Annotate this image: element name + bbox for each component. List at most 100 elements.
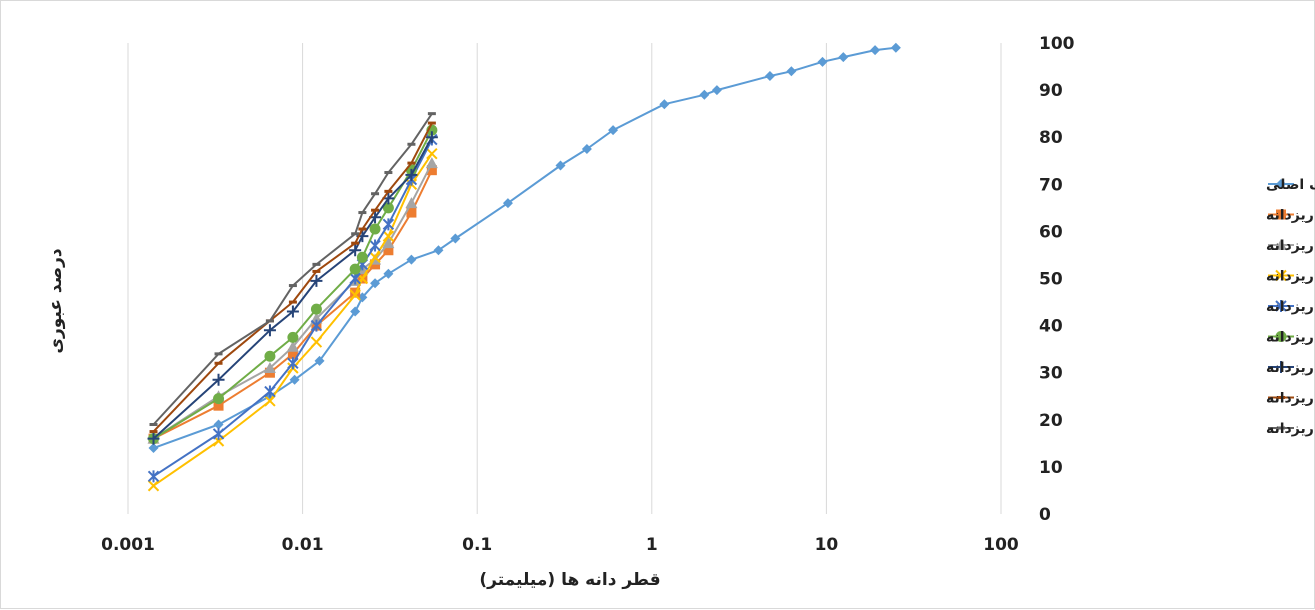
legend-marker	[1275, 269, 1287, 282]
data-point	[764, 70, 775, 81]
series-0	[148, 42, 901, 454]
data-point	[312, 269, 321, 273]
data-point	[264, 350, 276, 362]
legend-label: افزایش ۴۰ درصدی ریزدانه	[1266, 421, 1315, 437]
data-point	[450, 233, 461, 244]
legend-label: افزایش ۳۵ درصدی ریزدانه	[1266, 391, 1315, 407]
x-tick-label: 10	[815, 535, 839, 555]
data-point	[406, 254, 417, 265]
data-point	[149, 423, 158, 427]
grid	[127, 43, 1002, 514]
data-point	[890, 42, 901, 53]
data-point	[289, 374, 300, 385]
data-point	[349, 289, 361, 301]
data-point	[310, 274, 323, 287]
data-point	[382, 202, 394, 214]
legend-label: افزایش ۵ درصدی ریزدانه	[1266, 208, 1315, 224]
data-point	[555, 160, 566, 171]
legend-label: افزایش ۱۵ درصدی ریزدانه	[1266, 269, 1315, 285]
legend-marker	[1276, 209, 1286, 220]
x-tick-label: 0.001	[101, 535, 155, 555]
x-tick-label: 100	[983, 535, 1019, 555]
legend-item: خاک اصلی	[1266, 177, 1315, 193]
data-point	[358, 227, 367, 231]
data-point	[349, 244, 362, 257]
data-point	[213, 419, 224, 430]
data-point	[147, 470, 160, 483]
data-point	[407, 161, 416, 165]
y-axis-title: درصد عبوری	[46, 248, 66, 354]
data-point	[659, 99, 670, 110]
legend-item: افزایش ۱۵ درصدی ریزدانه	[1266, 269, 1315, 285]
y-tick-label: 50	[1039, 270, 1063, 290]
data-point	[407, 142, 416, 146]
series-2	[147, 157, 438, 444]
y-tick-label: 20	[1039, 411, 1063, 431]
tick-labels: 0.001 0.01 0.1 1 10 100 0 10 20 30 40 50 60 70 80 90 100	[101, 34, 1075, 555]
x-axis-title: قطر دانه ها (میلیمتر)	[479, 570, 660, 590]
y-tick-label: 80	[1039, 128, 1063, 148]
series-layer	[147, 42, 901, 492]
data-point	[382, 230, 395, 242]
legend-label: خاک اصلی	[1266, 177, 1315, 193]
legend-label: افزایش ۲۰ درصدی ریزدانه	[1266, 299, 1315, 315]
legend-label: افزایش ۱۰ درصدی ریزدانه	[1266, 238, 1315, 254]
data-point	[369, 239, 381, 252]
series-5	[148, 124, 438, 445]
data-point	[383, 268, 394, 279]
legend-marker	[1277, 396, 1285, 399]
y-tick-label: 90	[1039, 81, 1063, 101]
data-point	[286, 305, 299, 318]
data-point	[369, 251, 381, 264]
data-point	[406, 207, 417, 218]
y-tick-label: 0	[1039, 505, 1051, 525]
legend-item: افزایش ۴۰ درصدی ریزدانه	[1266, 421, 1315, 437]
data-point	[369, 223, 381, 235]
data-point	[288, 300, 297, 304]
legend: خاک اصلی افزایش ۵ درصدی ریزدانه افزایش ۱۰ …	[1266, 177, 1315, 437]
data-point	[384, 189, 393, 193]
data-point	[350, 306, 361, 317]
legend-label: افزایش ۲۵ درصدی ریزدانه	[1266, 330, 1315, 346]
legend-label: افزایش ۳۰ درصدی ریزدانه	[1266, 360, 1315, 376]
data-point	[213, 400, 224, 411]
data-point	[351, 241, 360, 245]
data-point	[310, 319, 323, 332]
data-point	[370, 278, 381, 289]
data-point	[214, 352, 223, 356]
data-point	[382, 237, 395, 249]
data-point	[358, 211, 367, 215]
data-point	[351, 232, 360, 236]
data-point	[212, 427, 225, 440]
data-point	[147, 432, 160, 445]
y-tick-label: 10	[1039, 458, 1063, 478]
data-point	[287, 357, 299, 370]
data-point	[312, 262, 321, 266]
data-point	[699, 89, 710, 100]
data-point	[426, 165, 437, 176]
legend-item: افزایش ۳۰ درصدی ریزدانه	[1266, 360, 1315, 376]
y-tick-label: 60	[1039, 222, 1063, 242]
legend-marker	[1275, 361, 1287, 373]
data-point	[264, 385, 276, 398]
data-point	[817, 56, 828, 67]
series-line	[152, 136, 433, 440]
data-point	[356, 251, 368, 263]
data-point	[711, 85, 722, 96]
data-point	[148, 443, 159, 454]
data-point	[212, 373, 225, 386]
data-point	[287, 348, 298, 359]
series-8	[149, 112, 436, 427]
legend-marker	[1275, 300, 1287, 312]
data-point	[147, 480, 160, 492]
series-line	[153, 46, 897, 450]
data-point	[870, 45, 881, 56]
data-point	[433, 245, 444, 256]
data-point	[288, 284, 297, 288]
data-point	[349, 263, 361, 275]
legend-item: افزایش ۱۰ درصدی ریزدانه	[1266, 238, 1315, 254]
data-point	[502, 198, 513, 209]
data-point	[286, 340, 299, 352]
